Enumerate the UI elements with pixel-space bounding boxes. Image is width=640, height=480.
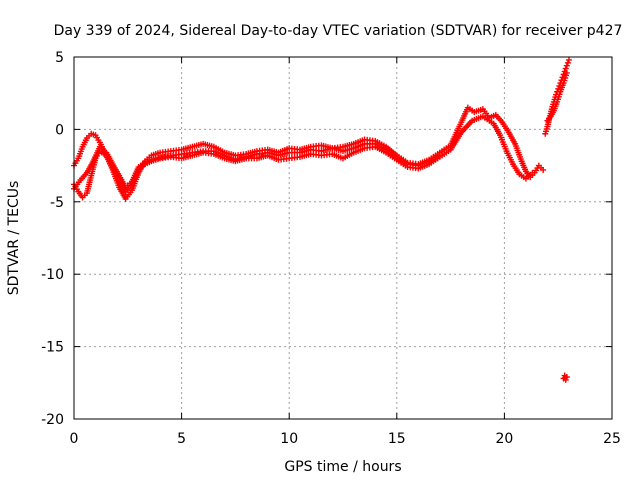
y-tick-label: -10 xyxy=(41,267,64,283)
data-point xyxy=(563,374,570,381)
x-tick-label: 15 xyxy=(388,431,406,447)
y-tick-label: -15 xyxy=(41,340,64,356)
plot-frame xyxy=(73,56,613,420)
x-tick-label: 10 xyxy=(280,431,298,447)
data-point xyxy=(529,169,536,176)
grid-layer xyxy=(74,57,612,419)
data-point xyxy=(563,69,570,76)
data-point xyxy=(562,65,569,72)
data-point xyxy=(565,56,572,63)
x-axis-label: GPS time / hours xyxy=(284,459,401,475)
marks-layer xyxy=(71,56,572,383)
ticks-layer: 0 5 10 15 20 25 -20 -15 -10 -5 0 5 xyxy=(41,50,621,447)
x-tick-label: 0 xyxy=(70,431,79,447)
y-tick-label: -5 xyxy=(50,195,64,211)
series-outlier xyxy=(560,372,570,383)
chart-title: Day 339 of 2024, Sidereal Day-to-day VTE… xyxy=(54,23,623,39)
data-point xyxy=(564,59,571,66)
y-tick-label: 5 xyxy=(55,50,64,66)
y-tick-label: -20 xyxy=(41,412,64,428)
x-tick-label: 20 xyxy=(495,431,513,447)
y-tick-label: 0 xyxy=(55,122,64,138)
data-point xyxy=(540,166,547,173)
data-point xyxy=(562,376,569,383)
y-axis-label: SDTVAR / TECUs xyxy=(6,181,22,296)
x-tick-label: 25 xyxy=(603,431,621,447)
series-trace-5 xyxy=(544,69,570,124)
series-trace-3 xyxy=(71,140,443,192)
data-point xyxy=(563,62,570,69)
x-tick-label: 5 xyxy=(177,431,186,447)
data-point xyxy=(436,152,443,159)
